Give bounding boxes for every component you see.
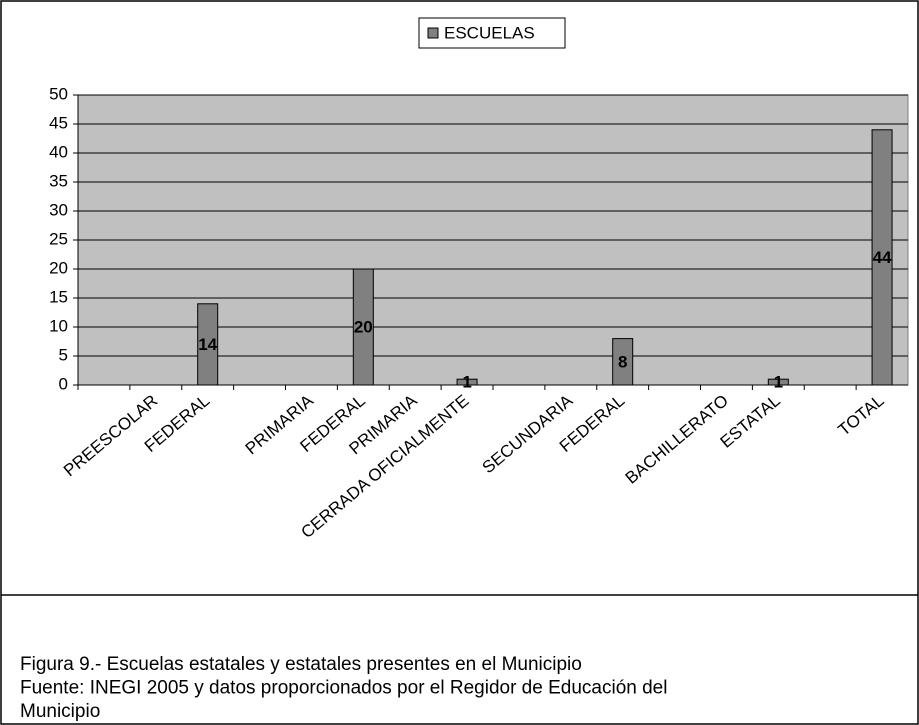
y-tick-label: 15 xyxy=(49,287,68,306)
data-label: 44 xyxy=(873,248,892,267)
caption-line: Figura 9.- Escuelas estatales y estatale… xyxy=(20,654,582,675)
y-tick-label: 5 xyxy=(59,345,68,364)
data-label: 8 xyxy=(618,352,627,371)
y-tick-label: 45 xyxy=(49,113,68,132)
bar xyxy=(197,303,219,386)
bar xyxy=(612,338,634,386)
bar xyxy=(767,378,789,386)
y-tick-label: 25 xyxy=(49,229,68,248)
data-label: 1 xyxy=(462,373,471,392)
bar xyxy=(456,378,478,386)
legend-swatch xyxy=(427,27,439,39)
data-label: 14 xyxy=(198,335,217,354)
y-tick-label: 20 xyxy=(49,258,68,277)
y-tick-label: 50 xyxy=(49,84,68,103)
data-label: 1 xyxy=(774,373,783,392)
y-tick-label: 40 xyxy=(49,142,68,161)
caption-line: Municipio xyxy=(20,701,100,722)
legend-label: ESCUELAS xyxy=(444,23,535,42)
y-tick-label: 35 xyxy=(49,171,68,190)
y-tick-label: 0 xyxy=(59,374,68,393)
bar xyxy=(871,129,893,386)
legend-box xyxy=(418,17,566,49)
bar xyxy=(352,268,374,386)
data-label: 20 xyxy=(354,317,373,336)
y-tick-label: 30 xyxy=(49,200,68,219)
y-tick-label: 10 xyxy=(49,316,68,335)
caption-line: Fuente: INEGI 2005 y datos proporcionado… xyxy=(20,678,667,699)
